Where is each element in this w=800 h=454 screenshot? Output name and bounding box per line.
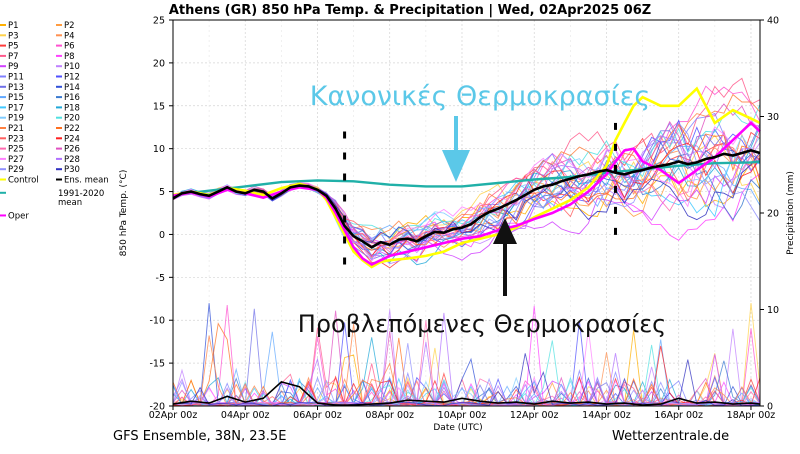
legend-label-p30: P30	[64, 165, 80, 175]
footer-source: Wetterzentrale.de	[612, 429, 729, 444]
x-tick-label: 06Apr 00z	[293, 410, 342, 421]
legend-label-p25: P25	[8, 145, 24, 155]
y2-axis-label: Precipitation (mm)	[786, 171, 796, 255]
y2-tick-label: 10	[767, 305, 779, 316]
main-series	[172, 86, 761, 269]
y-tick-label: 5	[159, 187, 165, 198]
x-tick-label: 02Apr 00z	[149, 410, 198, 421]
legend-label-p22: P22	[64, 124, 80, 134]
y2-tick-label: 0	[767, 402, 773, 413]
legend-label-p12: P12	[64, 73, 80, 83]
legend-label-p21: P21	[8, 124, 24, 134]
forecast-temp-arrowhead	[493, 218, 517, 244]
control-line	[172, 86, 761, 269]
y-axis-label: 850 hPa Temp. (°C)	[119, 170, 129, 257]
x-tick-label: 12Apr 00z	[510, 410, 559, 421]
legend-label-p28: P28	[64, 155, 80, 165]
y-tick-label: 20	[153, 58, 165, 69]
legend-label-p6: P6	[64, 42, 75, 52]
legend-label-p3: P3	[8, 31, 19, 41]
normal-temp-arrowhead	[442, 150, 470, 182]
chart-title: Athens (GR) 850 hPa Temp. & Precipitatio…	[169, 3, 651, 18]
legend-label-oper: Oper	[8, 211, 29, 221]
y-tick-label: -5	[156, 273, 165, 284]
y2-tick-label: 20	[767, 209, 779, 220]
x-tick-label: 18Apr 00z	[727, 410, 776, 421]
legend-label-climatology: 1991-2020	[58, 189, 104, 199]
ens-mean-line	[172, 149, 761, 249]
y2-tick-label: 40	[767, 16, 779, 27]
y-tick-label: -15	[149, 359, 165, 370]
y-tick-label: -20	[149, 402, 165, 413]
y-tick-label: 10	[153, 144, 165, 155]
legend-label-p14: P14	[64, 83, 80, 93]
legend-label-p26: P26	[64, 145, 80, 155]
legend-label-ens-mean: Ens. mean	[64, 176, 109, 186]
y2-tick-label: 30	[767, 112, 779, 123]
axes: -20 -15 -10 -5 0 5 10 15 20 25 0 10 20 30 40 02Apr 00z 0…	[149, 16, 779, 422]
climatology-mean-line	[172, 160, 761, 197]
legend-label-p19: P19	[8, 114, 24, 124]
x-tick-label: 08Apr 00z	[365, 410, 414, 421]
forecast-markers	[343, 122, 618, 265]
annotation-normal-temps: Κανονικές Θερμοκρασίες	[310, 81, 650, 112]
x-tick-label: 10Apr 00z	[438, 410, 487, 421]
legend-label-p20: P20	[64, 114, 80, 124]
legend-label-p10: P10	[64, 62, 80, 72]
legend-label-p15: P15	[8, 93, 24, 103]
y-tick-label: -10	[149, 316, 165, 327]
oper-line	[172, 121, 761, 266]
annotation-forecast-temps: Προβλεπόμενες Θερμοκρασίες	[298, 310, 667, 338]
legend-label-p13: P13	[8, 83, 24, 93]
legend-label-p8: P8	[64, 52, 75, 62]
legend-label-p5: P5	[8, 42, 19, 52]
legend-label-p24: P24	[64, 134, 80, 144]
legend-label-p27: P27	[8, 155, 24, 165]
legend-label-climatology-2: mean	[58, 198, 82, 208]
legend-label-p7: P7	[8, 52, 19, 62]
legend-label-p2: P2	[64, 21, 75, 31]
x-tick-label: 14Apr 00z	[582, 410, 631, 421]
x-tick-label: 04Apr 00z	[221, 410, 270, 421]
legend-label-p23: P23	[8, 134, 24, 144]
y-tick-label: 25	[153, 16, 165, 27]
precip-ens-mean-line	[172, 381, 761, 406]
legend-label-p16: P16	[64, 93, 80, 103]
y-tick-label: 0	[159, 230, 165, 241]
legend-label-p17: P17	[8, 103, 24, 113]
legend-label-p11: P11	[8, 73, 24, 83]
precipitation-series	[172, 302, 761, 408]
legend-label-p4: P4	[64, 31, 75, 41]
legend-label-control: Control	[8, 176, 39, 186]
legend-label-p29: P29	[8, 165, 24, 175]
footer-model: GFS Ensemble, 38N, 23.5E	[113, 429, 286, 444]
legend-label-p9: P9	[8, 62, 19, 72]
legend-label-p18: P18	[64, 103, 80, 113]
legend-label-p1: P1	[8, 21, 19, 31]
x-axis-label: Date (UTC)	[433, 423, 482, 433]
y-tick-label: 15	[153, 101, 165, 112]
x-tick-label: 16Apr 00z	[654, 410, 703, 421]
